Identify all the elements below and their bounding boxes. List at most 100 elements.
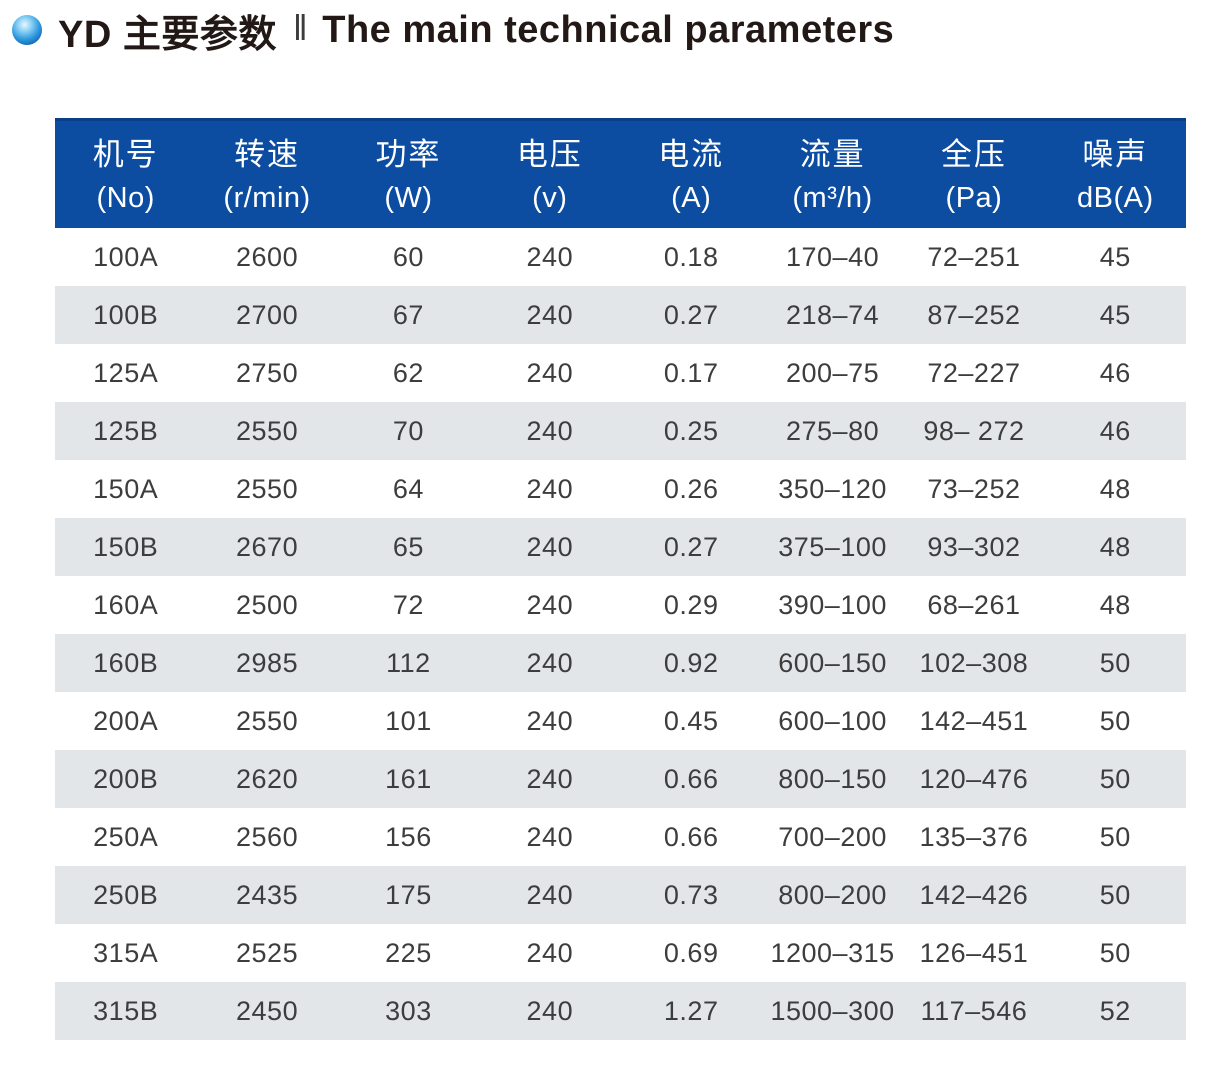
bullet-icon: [12, 15, 42, 45]
model-cell: 315B: [93, 995, 159, 1026]
column-header-4: 电压 (v): [479, 118, 621, 228]
value-cell: 2620: [236, 763, 299, 794]
value-cell: 600–150: [778, 647, 887, 678]
value-cell: 46: [1099, 415, 1131, 446]
model-cell: 200B: [93, 763, 159, 794]
column-header-cn: 流量: [799, 136, 866, 172]
value-cell: 200–75: [786, 357, 880, 388]
value-cell: 0.25: [663, 415, 719, 446]
value-cell: 240: [526, 589, 574, 620]
table-row-125B: 125B 2550 70 240 0.25 275–80 98– 272 46: [55, 402, 1186, 460]
value-cell: 240: [526, 763, 574, 794]
value-cell: 2550: [236, 705, 299, 736]
column-header-cn: 噪声: [1082, 136, 1149, 172]
model-cell: 125B: [93, 415, 159, 446]
value-cell: 0.66: [663, 763, 719, 794]
value-cell: 240: [526, 473, 574, 504]
value-cell: 2550: [236, 415, 299, 446]
value-cell: 135–376: [919, 821, 1029, 852]
value-cell: 0.27: [663, 299, 719, 330]
column-header-unit: (W): [384, 181, 433, 214]
value-cell: 45: [1099, 299, 1131, 330]
value-cell: 48: [1099, 531, 1131, 562]
value-cell: 225: [385, 937, 432, 968]
value-cell: 50: [1099, 937, 1131, 968]
value-cell: 0.26: [663, 473, 719, 504]
model-cell: 150A: [93, 473, 159, 504]
model-cell: 200A: [93, 705, 159, 736]
value-cell: 73–252: [927, 473, 1021, 504]
value-cell: 1.27: [663, 995, 719, 1026]
table-row-100B: 100B 2700 67 240 0.27 218–74 87–252 45: [55, 286, 1186, 344]
column-header-unit: (Pa): [945, 181, 1003, 214]
value-cell: 68–261: [927, 589, 1021, 620]
value-cell: 45: [1099, 241, 1131, 272]
value-cell: 67: [392, 299, 424, 330]
value-cell: 240: [526, 879, 574, 910]
model-cell: 100A: [93, 241, 159, 272]
value-cell: 50: [1099, 821, 1131, 852]
table-row-200B: 200B 2620 161 240 0.66 800–150 120–476 50: [55, 750, 1186, 808]
model-cell: 150B: [93, 531, 159, 562]
value-cell: 2550: [236, 473, 299, 504]
value-cell: 0.27: [663, 531, 719, 562]
column-header-cn: 全压: [940, 136, 1007, 172]
value-cell: 2670: [236, 531, 299, 562]
value-cell: 50: [1099, 763, 1131, 794]
model-cell: 250B: [93, 879, 159, 910]
value-cell: 2525: [236, 937, 299, 968]
column-header-unit: (v): [532, 181, 568, 214]
value-cell: 0.29: [663, 589, 719, 620]
column-header-2: 转速 (r/min): [196, 118, 338, 228]
value-cell: 240: [526, 705, 574, 736]
value-cell: 170–40: [786, 241, 880, 272]
value-cell: 70: [392, 415, 424, 446]
value-cell: 50: [1099, 647, 1131, 678]
table-row-160A: 160A 2500 72 240 0.29 390–100 68–261 48: [55, 576, 1186, 634]
parameters-table: 机号 (No) 转速 (r/min) 功率 (W) 电压 (v) 电流 (A) 流量 (m³/h) 全压…: [55, 118, 1186, 1040]
value-cell: 240: [526, 937, 574, 968]
value-cell: 800–150: [778, 763, 887, 794]
value-cell: 50: [1099, 879, 1131, 910]
model-cell: 160B: [93, 647, 159, 678]
value-cell: 700–200: [778, 821, 887, 852]
value-cell: 64: [392, 473, 424, 504]
value-cell: 390–100: [778, 589, 887, 620]
table-row-315A: 315A 2525 225 240 0.69 1200–315 126–451 50: [55, 924, 1186, 982]
value-cell: 218–74: [786, 299, 880, 330]
value-cell: 600–100: [778, 705, 887, 736]
table-row-315B: 315B 2450 303 240 1.27 1500–300 117–546 52: [55, 982, 1186, 1040]
value-cell: 142–426: [919, 879, 1029, 910]
value-cell: 112: [386, 647, 431, 678]
table-row-125A: 125A 2750 62 240 0.17 200–75 72–227 46: [55, 344, 1186, 402]
value-cell: 2435: [236, 879, 299, 910]
value-cell: 0.73: [663, 879, 719, 910]
table-header: 机号 (No) 转速 (r/min) 功率 (W) 电压 (v) 电流 (A) 流量 (m³/h) 全压…: [55, 118, 1186, 228]
value-cell: 1500–300: [770, 995, 895, 1026]
value-cell: 52: [1099, 995, 1131, 1026]
column-header-cn: 转速: [234, 136, 301, 172]
value-cell: 50: [1099, 705, 1131, 736]
table-row-200A: 200A 2550 101 240 0.45 600–100 142–451 50: [55, 692, 1186, 750]
table-row-250B: 250B 2435 175 240 0.73 800–200 142–426 50: [55, 866, 1186, 924]
column-header-unit: (No): [96, 181, 155, 214]
value-cell: 275–80: [786, 415, 880, 446]
page-title-text: YD 主要参数 ‖ The main technical parameters: [58, 3, 894, 58]
value-cell: 2750: [236, 357, 299, 388]
table-row-250A: 250A 2560 156 240 0.66 700–200 135–376 50: [55, 808, 1186, 866]
model-cell: 100B: [93, 299, 159, 330]
value-cell: 48: [1099, 473, 1131, 504]
column-header-6: 流量 (m³/h): [761, 118, 904, 228]
value-cell: 0.66: [663, 821, 719, 852]
value-cell: 240: [526, 995, 574, 1026]
value-cell: 72: [392, 589, 424, 620]
value-cell: 240: [526, 415, 574, 446]
value-cell: 142–451: [919, 705, 1029, 736]
value-cell: 2700: [236, 299, 299, 330]
table-row-160B: 160B 2985 112 240 0.92 600–150 102–308 50: [55, 634, 1186, 692]
value-cell: 2985: [236, 647, 299, 678]
column-header-cn: 电压: [516, 136, 583, 172]
column-header-unit: (r/min): [223, 181, 311, 214]
value-cell: 98– 272: [923, 415, 1025, 446]
